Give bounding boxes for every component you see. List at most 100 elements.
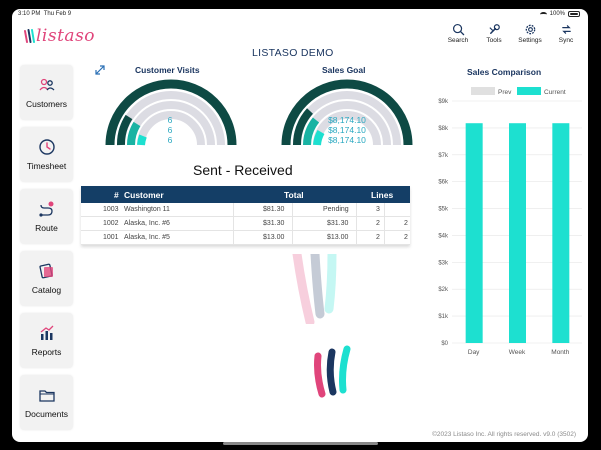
x-tick-label: Day bbox=[468, 349, 480, 356]
row-total: $31.30 bbox=[263, 220, 285, 227]
status-date: Thu Feb 9 bbox=[43, 11, 72, 17]
sidebar-item-label: Reports bbox=[31, 347, 62, 357]
search-button[interactable]: Search bbox=[442, 23, 474, 44]
row-received: Pending bbox=[323, 206, 349, 213]
sent-received-title: Sent - Received bbox=[193, 162, 293, 178]
bar-current bbox=[552, 123, 570, 343]
row-number: 1001 bbox=[103, 234, 119, 241]
settings-button[interactable]: Settings bbox=[514, 23, 546, 44]
search-label: Search bbox=[447, 37, 469, 44]
brand-logo-mark bbox=[314, 345, 351, 398]
footer-copyright: ©2023 Listaso Inc. All rights reserved. … bbox=[432, 431, 576, 438]
tools-label: Tools bbox=[486, 37, 502, 44]
column-header: Customer bbox=[124, 190, 164, 200]
y-tick-label: $8k bbox=[438, 126, 449, 132]
route-icon bbox=[38, 201, 53, 217]
row-lines: 3 bbox=[376, 206, 380, 213]
gauge-value: $8,174.10 bbox=[328, 125, 366, 135]
logo-mark-icon bbox=[24, 29, 35, 43]
sales-comparison-chart[interactable]: Prev Current $0 $1k $2k $3k $4k $5k $6k $7k $8k $9k… bbox=[416, 81, 588, 361]
sales-goal-gauge[interactable] bbox=[280, 76, 414, 146]
clock-icon bbox=[38, 139, 55, 155]
table-header: # Customer Total Lines bbox=[81, 186, 410, 203]
search-icon bbox=[452, 23, 464, 36]
catalog-icon bbox=[38, 263, 53, 279]
table-row[interactable]: 1003 Washington 11 $81.30 Pending 3 bbox=[81, 203, 410, 217]
row-number: 1003 bbox=[103, 206, 119, 213]
gauge-value: 6 bbox=[167, 135, 173, 145]
sidebar-item-catalog[interactable]: Catalog bbox=[20, 251, 73, 306]
sidebar: Customers Timesheet Route Catalog Report… bbox=[20, 65, 75, 437]
bar-current bbox=[465, 123, 483, 343]
customer-visits-gauge[interactable] bbox=[104, 76, 238, 146]
x-tick-label: Month bbox=[551, 349, 569, 356]
home-indicator[interactable] bbox=[223, 442, 378, 445]
gear-icon bbox=[525, 24, 535, 35]
logo-text: listaso bbox=[36, 26, 96, 46]
row-received: $13.00 bbox=[327, 234, 349, 241]
row-lines: 2 bbox=[376, 220, 380, 227]
gauge-value: $8,174.10 bbox=[328, 135, 366, 145]
row-customer: Alaska, Inc. #5 bbox=[124, 234, 170, 241]
legend-label: Prev bbox=[498, 89, 512, 96]
app-header: listaso Search Tools Settings Sync bbox=[12, 21, 588, 55]
table-row[interactable]: 1001 Alaska, Inc. #5 $13.00 $13.00 2 2 bbox=[81, 231, 410, 245]
app-logo[interactable]: listaso bbox=[24, 26, 95, 46]
column-header: Total bbox=[284, 190, 304, 200]
folder-icon bbox=[38, 390, 55, 402]
table-row[interactable]: 1002 Alaska, Inc. #6 $31.30 $31.30 2 2 bbox=[81, 217, 410, 231]
page-title: LISTASO DEMO bbox=[252, 47, 334, 59]
legend-swatch bbox=[471, 87, 495, 95]
chart-title: Sales Comparison bbox=[467, 67, 542, 77]
top-actions: Search Tools Settings Sync bbox=[438, 23, 582, 44]
status-right: 100% bbox=[539, 11, 580, 17]
y-tick-label: $0 bbox=[441, 341, 448, 347]
sidebar-item-route[interactable]: Route bbox=[20, 189, 73, 244]
sidebar-item-documents[interactable]: Documents bbox=[20, 375, 73, 430]
bar-current bbox=[509, 123, 526, 343]
status-bar: 3:10 PM Thu Feb 9 100% bbox=[12, 9, 588, 21]
row-customer: Alaska, Inc. #6 bbox=[124, 220, 170, 227]
sidebar-item-label: Documents bbox=[25, 409, 68, 419]
sync-icon bbox=[561, 25, 571, 34]
status-time: 3:10 PM Thu Feb 9 bbox=[18, 11, 71, 17]
sidebar-item-label: Timesheet bbox=[26, 161, 67, 171]
sent-received-table: # Customer Total Lines 1003 Washington 1… bbox=[81, 186, 410, 245]
sidebar-item-timesheet[interactable]: Timesheet bbox=[20, 127, 73, 182]
row-extra: 2 bbox=[404, 220, 408, 227]
sales-goal-values: $8,174.10 $8,174.10 $8,174.10 bbox=[317, 115, 377, 145]
y-tick-label: $1k bbox=[438, 314, 449, 320]
column-header: Lines bbox=[371, 190, 394, 200]
column-header: # bbox=[114, 190, 119, 200]
watermark-logo bbox=[292, 254, 337, 324]
y-tick-label: $6k bbox=[438, 180, 449, 186]
app-screen: 3:10 PM Thu Feb 9 100% listaso Search bbox=[12, 9, 588, 442]
legend-swatch bbox=[517, 87, 541, 95]
expand-icon[interactable] bbox=[94, 64, 106, 76]
sidebar-item-customers[interactable]: Customers bbox=[20, 65, 73, 120]
status-clock: 3:10 PM bbox=[18, 11, 41, 17]
sync-button[interactable]: Sync bbox=[550, 23, 582, 44]
wrench-icon bbox=[488, 24, 500, 34]
wifi-icon bbox=[539, 11, 547, 17]
sidebar-item-label: Catalog bbox=[31, 285, 62, 295]
row-received: $31.30 bbox=[327, 220, 349, 227]
y-tick-label: $5k bbox=[438, 207, 449, 213]
x-tick-label: Week bbox=[509, 349, 526, 356]
gauge-value: 6 bbox=[167, 115, 173, 125]
row-total: $81.30 bbox=[263, 206, 285, 213]
sidebar-item-reports[interactable]: Reports bbox=[20, 313, 73, 368]
row-extra: 2 bbox=[404, 234, 408, 241]
tools-button[interactable]: Tools bbox=[478, 23, 510, 44]
sync-label: Sync bbox=[558, 37, 574, 44]
battery-icon bbox=[568, 11, 580, 17]
y-tick-label: $9k bbox=[438, 99, 449, 105]
row-customer: Washington 11 bbox=[124, 206, 170, 213]
sales-goal-title: Sales Goal bbox=[322, 65, 366, 75]
sidebar-item-label: Customers bbox=[25, 99, 68, 109]
customers-icon bbox=[38, 78, 54, 91]
gauge-value: 6 bbox=[167, 125, 173, 135]
y-tick-label: $7k bbox=[438, 153, 449, 159]
settings-label: Settings bbox=[518, 37, 542, 44]
